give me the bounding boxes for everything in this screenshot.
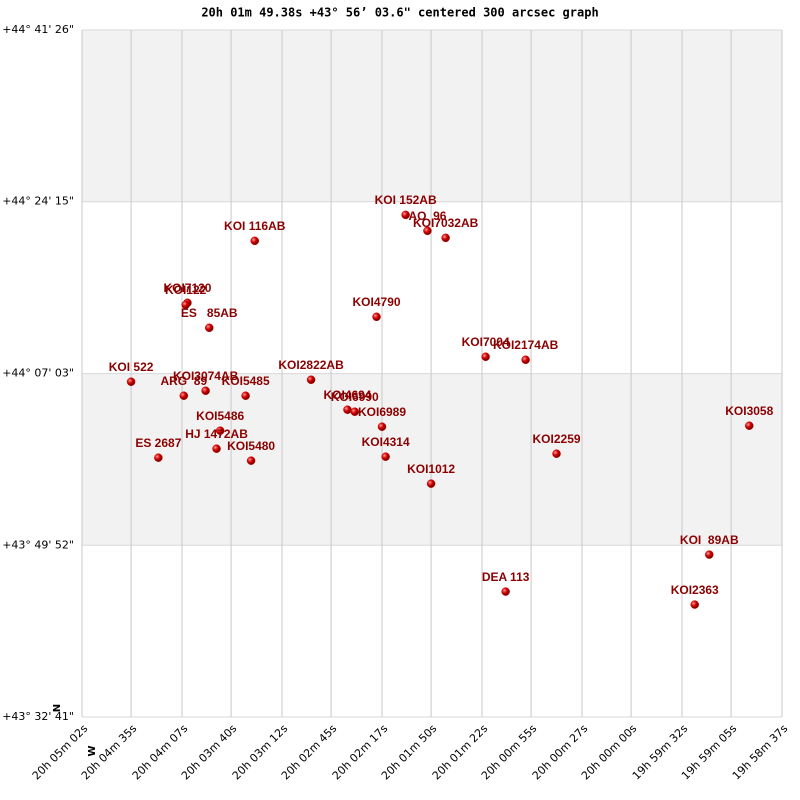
- star-label: KOI 522: [109, 360, 154, 374]
- star-label: KOI2363: [671, 583, 719, 597]
- star-label: DEA 113: [482, 570, 530, 584]
- star-label: KOI7004: [462, 335, 510, 349]
- star: [154, 453, 163, 462]
- y-tick-label: +43° 49' 52": [2, 538, 74, 551]
- north-label: N: [52, 704, 63, 712]
- star: [215, 426, 225, 435]
- star: [481, 352, 490, 362]
- star-label: KOI6989: [358, 405, 406, 419]
- y-tick-label: +44° 07' 03": [2, 367, 74, 380]
- star-label: ES 2687: [135, 436, 181, 450]
- star: [441, 233, 450, 243]
- star-label: KOI2259: [533, 432, 581, 446]
- star-label: KOI3074AB: [173, 369, 239, 383]
- star: [205, 323, 214, 333]
- star: [690, 600, 699, 609]
- star-label: KOI5480: [227, 439, 275, 453]
- star-label: KOI 152AB: [375, 193, 437, 207]
- star: [126, 377, 136, 386]
- star-label: KOI2174AB: [493, 338, 559, 352]
- y-tick-label: +43° 32' 41": [2, 710, 74, 723]
- star: [745, 421, 754, 430]
- star: [501, 587, 510, 596]
- west-label: W: [87, 745, 98, 756]
- y-tick-label: +44° 24' 15": [2, 195, 74, 208]
- star: [212, 444, 221, 453]
- star: [521, 355, 530, 365]
- star-label: KOI 116AB: [224, 219, 286, 233]
- star-label: KOI1012: [407, 462, 455, 476]
- star-label: AO 96: [408, 209, 446, 223]
- star-label: HJ 1472AB: [185, 427, 248, 441]
- star-label: ARG 89: [160, 374, 207, 388]
- star: [350, 407, 359, 416]
- star-label: KOI4790: [353, 295, 401, 309]
- star-label: KOI4694: [323, 388, 371, 402]
- star-label: KOI7032AB: [413, 216, 479, 230]
- star-label: KOI2822AB: [278, 358, 344, 372]
- grid-band: [82, 30, 782, 202]
- star: [372, 312, 381, 322]
- star-label: KOI3058: [725, 404, 773, 418]
- star-label: KOI4314: [362, 435, 410, 449]
- star: [306, 375, 316, 384]
- y-tick-label: +44° 41' 26": [2, 23, 74, 36]
- star: [179, 391, 189, 400]
- star-label: KOI5485: [222, 374, 270, 388]
- star: [552, 449, 561, 458]
- star: [343, 405, 352, 414]
- star: [246, 456, 256, 465]
- star: [705, 550, 714, 559]
- chart-title: 20h 01m 49.38s +43° 56’ 03.6" centered 3…: [201, 6, 598, 20]
- star-label: KOI5486: [196, 409, 244, 423]
- grid-band: [82, 373, 782, 546]
- star: [201, 386, 210, 395]
- star: [423, 226, 432, 236]
- star: [241, 391, 250, 400]
- star: [381, 452, 390, 461]
- star-label: KOI 89AB: [680, 533, 739, 547]
- star-label: KOI6990: [331, 390, 379, 404]
- star-label: KOI122: [165, 283, 207, 297]
- star-label: KOI7120: [163, 281, 211, 295]
- star-label: ES 85AB: [181, 306, 238, 320]
- star: [426, 479, 436, 488]
- star: [401, 210, 410, 220]
- star: [181, 300, 190, 310]
- star: [250, 236, 259, 246]
- star: [377, 422, 387, 431]
